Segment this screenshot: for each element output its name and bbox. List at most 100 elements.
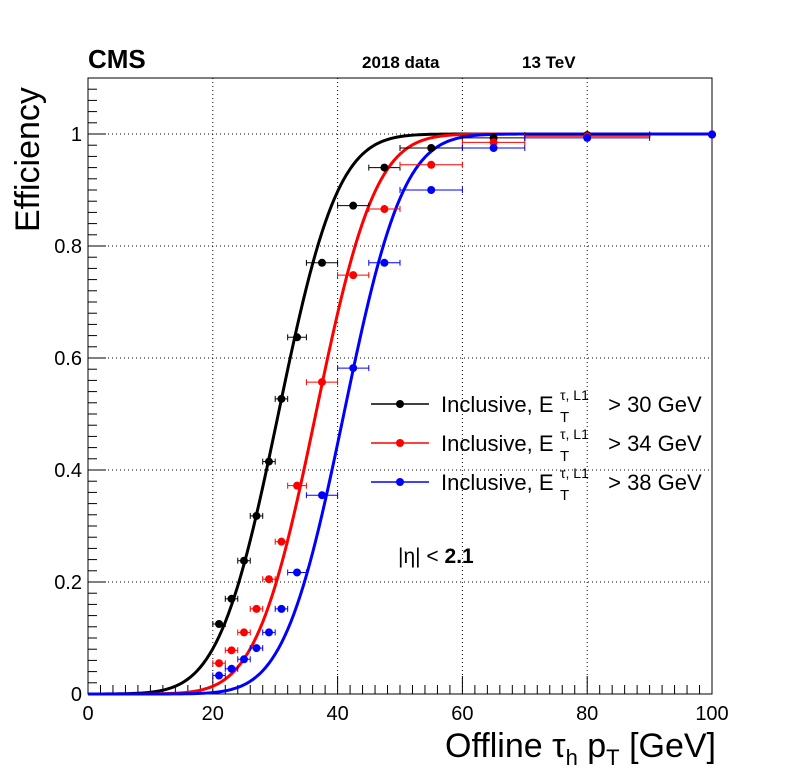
y-tick-label: 0: [71, 684, 82, 706]
marker: [708, 130, 716, 139]
data-point-series-1: [212, 620, 226, 628]
data-point-series-3: [262, 628, 276, 637]
y-tick-label: 0.6: [54, 348, 82, 370]
marker: [264, 628, 273, 637]
x-tick-label: 100: [695, 703, 728, 725]
eta-cut-prefix: |η| <: [398, 545, 445, 568]
marker: [277, 537, 286, 546]
y-tick-label: 0.8: [54, 236, 82, 258]
legend-entry-3: Inclusive, E τ, L1 T > 38 GeV: [371, 465, 702, 504]
data-point-series-1: [305, 258, 339, 267]
x-axis-title-main: Offline τ: [445, 727, 566, 765]
data-point-series-1: [287, 333, 307, 342]
data-point-series-1: [399, 144, 463, 152]
marker: [227, 646, 236, 655]
legend-label-tail: > 38 GeV: [602, 470, 702, 495]
marker: [293, 568, 302, 577]
marker: [252, 644, 261, 653]
legend-label-subscript: T: [560, 487, 569, 504]
data-point-series-1: [368, 163, 401, 172]
marker: [227, 594, 236, 603]
data-point-series-3: [461, 144, 526, 152]
legend-label-tail: > 30 GeV: [602, 392, 702, 417]
marker: [293, 333, 302, 342]
data-point-series-1: [237, 556, 251, 565]
x-axis-title-sub1: h: [566, 745, 578, 770]
legend-marker: [396, 478, 404, 486]
legend-label-tail: > 34 GeV: [602, 431, 702, 456]
x-tick-label: 20: [202, 703, 224, 725]
y-tick-label: 1: [71, 124, 82, 146]
legend-label: Inclusive, E τ, L1 T > 30 GeV: [441, 387, 702, 426]
data-point-series-2: [287, 481, 307, 490]
eta-cut-annotation: |η| < 2.1: [398, 545, 474, 568]
data-point-series-2: [224, 646, 239, 655]
marker: [380, 258, 389, 267]
y-tick-label: 0.2: [54, 572, 82, 594]
marker: [489, 144, 498, 152]
data-point-series-2: [337, 271, 370, 280]
data-point-series-2: [368, 205, 401, 214]
data-point-series-3: [649, 130, 716, 139]
data-point-series-3: [212, 671, 226, 680]
marker: [583, 133, 592, 142]
x-axis-title: Offline τh pT [GeV]: [445, 727, 716, 770]
data-point-series-3: [305, 491, 339, 500]
marker: [318, 491, 326, 500]
data-point-series-2: [461, 138, 526, 147]
legend-label-subscript: T: [560, 409, 569, 426]
x-tick-label: 80: [576, 703, 598, 725]
data-point-series-3: [524, 133, 651, 142]
data-point-series-3: [287, 568, 307, 577]
x-tick-label: 60: [451, 703, 473, 725]
marker: [427, 144, 436, 152]
fit-curve-series-3: [88, 132, 712, 696]
x-axis-title-mid: p: [578, 727, 606, 765]
legend-label-superscript: τ, L1: [560, 465, 589, 481]
data-point-series-3: [224, 664, 239, 673]
experiment-label: CMS: [88, 44, 146, 74]
marker: [293, 481, 302, 490]
legend-label-superscript: τ, L1: [560, 426, 589, 442]
data-point-series-2: [212, 659, 226, 668]
data-point-series-2: [305, 378, 339, 387]
marker: [252, 604, 261, 613]
marker: [349, 201, 358, 210]
axis-tick-labels: 0 20 40 60 80 100 0 0.2 0.4 0.6 0.8 1: [54, 124, 729, 725]
data-point-series-2: [274, 537, 289, 546]
legend-label-subscript: T: [560, 448, 569, 465]
legend-label-superscript: τ, L1: [560, 387, 589, 403]
marker: [380, 205, 389, 214]
eta-cut-value: 2.1: [445, 545, 475, 568]
marker: [264, 457, 273, 466]
marker: [318, 378, 326, 387]
marker: [240, 628, 248, 637]
legend-label: Inclusive, E τ, L1 T > 38 GeV: [441, 465, 702, 504]
data-point-series-2: [249, 604, 264, 613]
data-point-series-1: [262, 457, 276, 466]
energy-label: 13 TeV: [522, 53, 576, 72]
marker: [427, 160, 436, 169]
data-point-series-3: [368, 258, 401, 267]
y-axis-title: Efficiency: [9, 87, 47, 232]
legend-label-base: Inclusive, E: [441, 392, 554, 417]
marker: [264, 575, 273, 584]
marker: [318, 258, 326, 267]
data-point-series-1: [224, 594, 239, 603]
data-points: [212, 130, 716, 680]
legend-marker: [396, 439, 404, 447]
legend-label-base: Inclusive, E: [441, 431, 554, 456]
marker: [215, 620, 224, 628]
legend-label-base: Inclusive, E: [441, 470, 554, 495]
marker: [215, 671, 224, 680]
x-axis-title-sub2: T: [606, 745, 619, 770]
legend-label: Inclusive, E τ, L1 T > 34 GeV: [441, 426, 702, 465]
data-point-series-3: [337, 364, 370, 373]
marker: [215, 659, 224, 668]
data-point-series-2: [237, 628, 251, 637]
data-point-series-1: [249, 511, 264, 520]
data-point-series-3: [249, 644, 264, 653]
data-point-series-3: [399, 186, 463, 194]
